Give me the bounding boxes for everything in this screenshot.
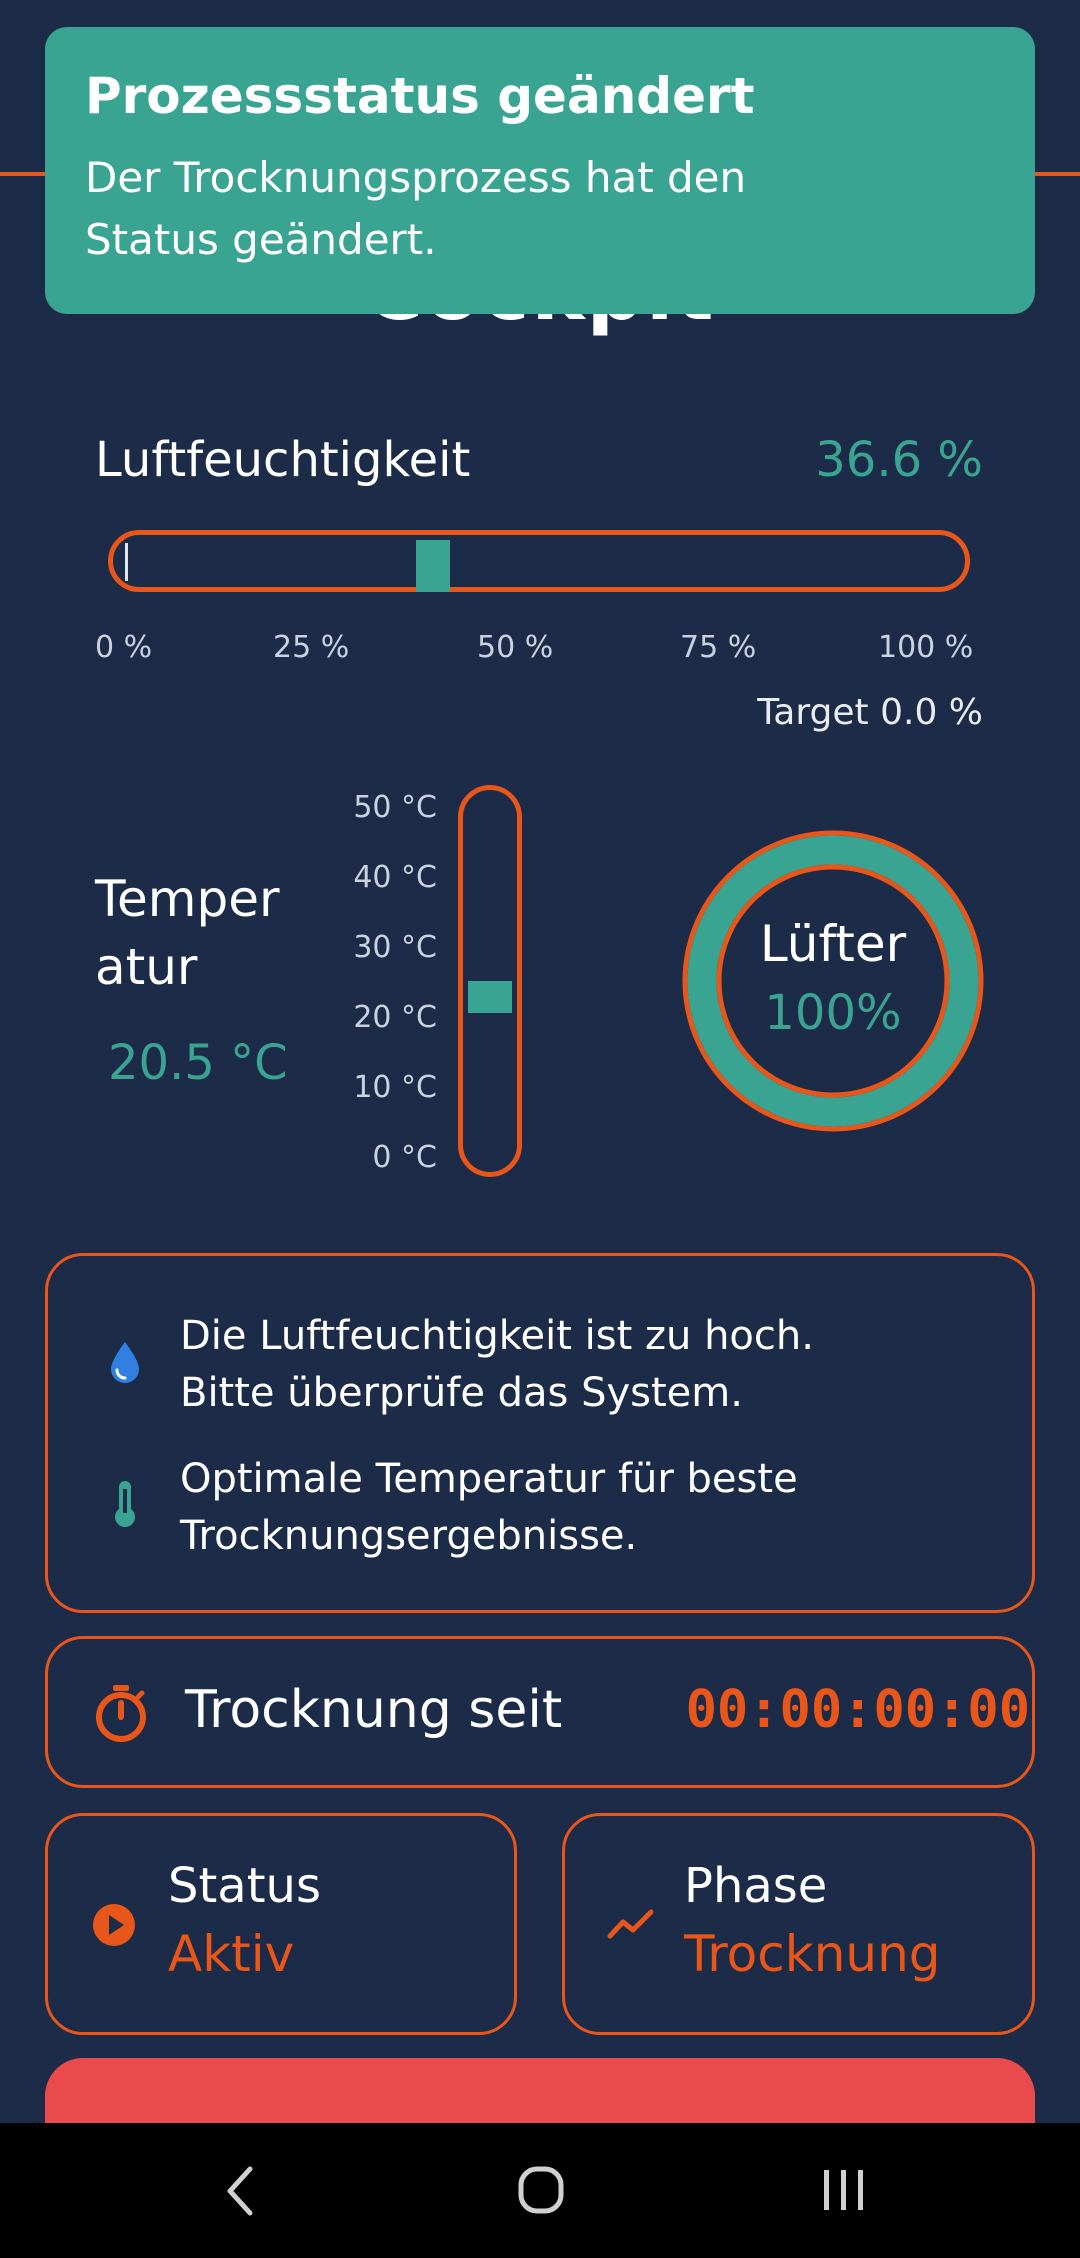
target-value: 0.0 %: [880, 692, 983, 733]
phase-card[interactable]: [562, 1813, 1035, 2035]
system-navigation-bar: [0, 2123, 1080, 2258]
stopwatch-icon: [92, 1683, 150, 1747]
fan-value: 100%: [764, 985, 902, 1041]
temperature-bar-indicator: [468, 981, 512, 1013]
temperature-bar: [458, 785, 522, 1177]
humidity-bar: [108, 530, 970, 592]
temperature-tick: 20 °C: [353, 1000, 437, 1035]
humidity-bar-indicator: [416, 540, 450, 592]
temperature-tick: 0 °C: [372, 1140, 437, 1175]
toast-message-line-2: Status geändert.: [85, 215, 437, 264]
recents-icon[interactable]: [820, 2168, 868, 2216]
header-accent-line-right: [1030, 172, 1080, 176]
toast-title: Prozessstatus geändert: [85, 67, 755, 125]
back-icon[interactable]: [222, 2163, 258, 2223]
thermometer-icon: [108, 1479, 142, 1533]
system-message-text: Optimale Temperatur für beste Trocknungs…: [180, 1451, 798, 1565]
temperature-tick: 30 °C: [353, 930, 437, 965]
timer-value: 00:00:00:00: [685, 1680, 1030, 1740]
humidity-scale: 0 % 25 % 50 % 75 % 100 %: [95, 630, 985, 670]
fan-gauge-arc: [687, 835, 979, 1127]
temperature-value: 20.5 °C: [108, 1035, 288, 1091]
toast-message-line-1: Der Trocknungsprozess hat den: [85, 153, 747, 202]
temperature-label-line-2: atur: [95, 938, 198, 996]
play-icon: [92, 1903, 136, 1951]
phase-value: Trocknung: [684, 1925, 941, 1983]
temperature-tick: 40 °C: [353, 860, 437, 895]
temperature-scale: 50 °C 40 °C 30 °C 20 °C 10 °C 0 °C: [300, 782, 445, 1182]
system-message-line: Bitte überprüfe das System.: [180, 1370, 743, 1416]
status-value: Aktiv: [168, 1925, 295, 1983]
humidity-target: Target 0.0 %: [757, 692, 983, 733]
system-message-line: Trocknungsergebnisse.: [180, 1513, 638, 1559]
humidity-tick: 75 %: [680, 630, 757, 665]
humidity-tick: 25 %: [273, 630, 350, 665]
toast-message: Der Trocknungsprozess hat den Status geä…: [85, 147, 995, 271]
phase-title: Phase: [684, 1858, 828, 1914]
timer-label: Trocknung seit: [185, 1680, 563, 1740]
humidity-tick: 100 %: [878, 630, 974, 665]
status-change-toast[interactable]: Prozessstatus geändert Der Trocknungspro…: [45, 27, 1035, 314]
water-drop-icon: [108, 1340, 142, 1388]
fan-gauge-outer-ring: [682, 830, 984, 1132]
fan-gauge-inner-ring: [716, 864, 950, 1098]
humidity-tick: 0 %: [95, 630, 153, 665]
humidity-label: Luftfeuchtigkeit: [95, 432, 471, 488]
temperature-tick: 50 °C: [353, 790, 437, 825]
home-icon[interactable]: [517, 2165, 565, 2219]
temperature-label: Temper atur: [95, 865, 280, 1001]
status-card[interactable]: [45, 1813, 517, 2035]
status-title: Status: [168, 1858, 321, 1914]
drying-timer-card: [45, 1636, 1035, 1788]
system-messages-card: Die Luftfeuchtigkeit ist zu hoch. Bitte …: [45, 1253, 1035, 1613]
trending-icon: [607, 1908, 655, 1944]
system-message-line: Optimale Temperatur für beste: [180, 1456, 798, 1502]
system-message-text: Die Luftfeuchtigkeit ist zu hoch. Bitte …: [180, 1308, 814, 1422]
humidity-tick: 50 %: [477, 630, 554, 665]
fan-gauge: [680, 828, 986, 1134]
humidity-bar-start-marker: [125, 543, 128, 581]
system-message-line: Die Luftfeuchtigkeit ist zu hoch.: [180, 1313, 814, 1359]
target-label: Target: [757, 692, 869, 733]
fan-label: Lüfter: [759, 915, 907, 973]
temperature-label-line-1: Temper: [95, 870, 280, 928]
header-accent-line-left: [0, 172, 60, 176]
temperature-tick: 10 °C: [353, 1070, 437, 1105]
humidity-value: 36.6 %: [815, 432, 983, 488]
